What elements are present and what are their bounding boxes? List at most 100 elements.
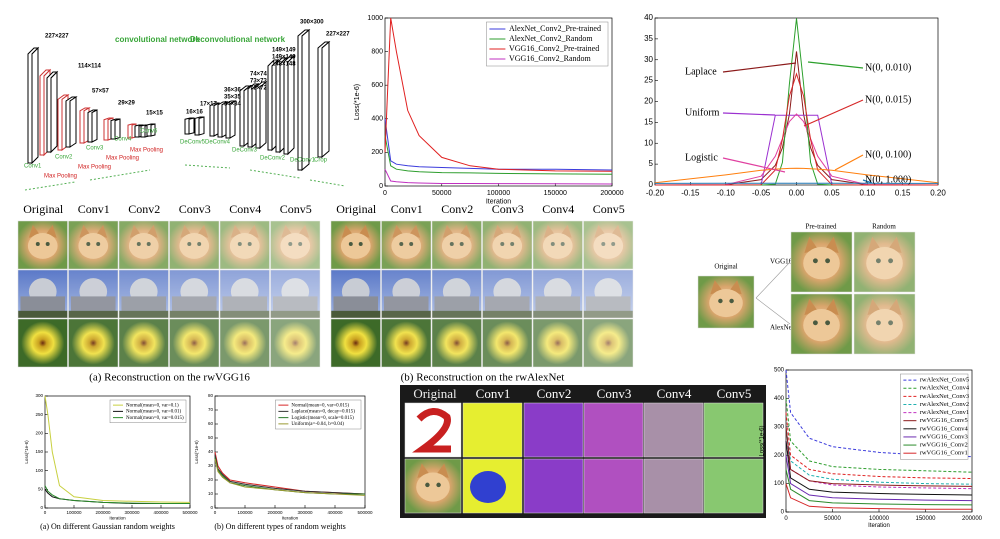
series-line [785, 412, 973, 479]
image-frame [703, 458, 764, 514]
image-frame [17, 220, 68, 270]
layer-slab-side [91, 109, 98, 143]
y-axis-label: Loss(*1e-6) [760, 425, 766, 456]
diagram-title: Deconvolutional network [190, 35, 286, 44]
cat-eye [136, 242, 141, 247]
layer-slab-side [229, 100, 236, 139]
image-cat [68, 220, 119, 270]
cat-face [179, 233, 210, 259]
cat-eye [348, 242, 353, 247]
cat-eye [436, 482, 441, 488]
cat-eye [298, 242, 303, 247]
base [585, 296, 631, 311]
layer-label: DeConv1 [290, 158, 316, 164]
cat-eye [560, 242, 565, 247]
image-frame [118, 220, 169, 270]
layer-size: 35×35 [224, 95, 242, 101]
cat-eye [409, 242, 414, 247]
image-frame [583, 318, 634, 368]
cat-face [441, 233, 472, 259]
image-flower [583, 318, 634, 368]
petals [586, 321, 630, 365]
image-cat [431, 220, 482, 270]
cat-eye [288, 242, 293, 247]
layer-size: 149×149 [272, 55, 296, 61]
layer-size: 300×300 [300, 20, 324, 26]
x-tick-label: 0 [44, 510, 47, 515]
caption: (b) On different types of random weights [214, 522, 345, 531]
y-tick-label: 0 [379, 183, 383, 190]
image-cat [330, 220, 381, 270]
legend-label: rwAlexNet_Conv3 [920, 393, 969, 400]
cat-face [492, 233, 523, 259]
y-tick-label: 0 [781, 510, 785, 516]
cat-eye [45, 242, 50, 247]
cat-eye [146, 242, 151, 247]
image-frame [219, 318, 270, 368]
layer-slab-side [114, 118, 121, 140]
y-tick-label: 200 [371, 149, 383, 156]
series-line [214, 458, 366, 496]
image-frame [431, 220, 482, 270]
series-line [655, 72, 938, 186]
y-tick-label: 800 [371, 48, 383, 55]
legend-box [109, 399, 187, 423]
ground [68, 310, 118, 318]
base [20, 296, 66, 311]
image-#b050c0 [583, 458, 644, 514]
x-tick-label: 50000 [824, 516, 841, 522]
petals [334, 321, 378, 365]
petals [536, 321, 580, 365]
image-frame [169, 269, 220, 319]
y-axis-label: Loss(*1e-6) [194, 440, 199, 464]
image-frame [270, 318, 321, 368]
legend-label: Logistic(mean=0, scale=0.015) [291, 416, 354, 421]
column-header: Conv4 [657, 386, 692, 401]
base [484, 296, 530, 311]
image-frame [219, 269, 270, 319]
layer-label: Crop [314, 158, 328, 164]
series-line [785, 469, 973, 506]
layer-size: 148×148 [272, 62, 296, 68]
y-tick-label: 300 [774, 424, 785, 430]
column-header: Conv1 [476, 386, 511, 401]
petals [384, 321, 428, 365]
legend-label: rwAlexNet_Conv2 [920, 401, 969, 408]
cat-eye [812, 320, 818, 326]
image-frame [68, 318, 119, 368]
layer-size: 227×227 [326, 32, 350, 38]
cat-eye [500, 242, 505, 247]
y-tick-label: 600 [371, 82, 383, 89]
y-tick-label: 500 [774, 368, 785, 374]
legend-label: AlexNet_Conv2_Random [509, 34, 593, 43]
cat-eye [96, 242, 101, 247]
image-building [169, 269, 220, 319]
image-flower [431, 318, 482, 368]
image-bg [644, 459, 703, 513]
x-tick-label: 0.15 [895, 188, 911, 197]
image-frame [330, 318, 381, 368]
image-frame [431, 269, 482, 319]
legend-label: rwAlexNet_Conv5 [920, 377, 969, 384]
legend-label: Normal(mean=0, var=0.01) [126, 410, 182, 415]
series-line [654, 113, 939, 186]
layer-size: 29×29 [118, 101, 136, 107]
y-tick-label: 35 [644, 34, 653, 43]
annotation: N(0, 0.100) [865, 149, 911, 160]
ground [220, 310, 270, 318]
layer-size: 114×114 [78, 64, 102, 70]
ground [583, 310, 633, 318]
image-frame [219, 220, 270, 270]
x-tick-label: 150000 [915, 516, 936, 522]
x-tick-label: 0 [784, 516, 788, 522]
x-tick-label: 0.10 [859, 188, 875, 197]
cat-eye [35, 242, 40, 247]
connector [755, 261, 791, 299]
image-#b050c0 [583, 402, 644, 458]
column-header: Pre-trained [805, 223, 837, 231]
legend-label: VGG16_Conv2_Pre-trained [509, 44, 599, 53]
image-building [583, 269, 634, 319]
x-axis-label: Iteration [486, 199, 511, 206]
image-frame [790, 293, 853, 355]
x-tick-label: 0.20 [930, 188, 946, 197]
